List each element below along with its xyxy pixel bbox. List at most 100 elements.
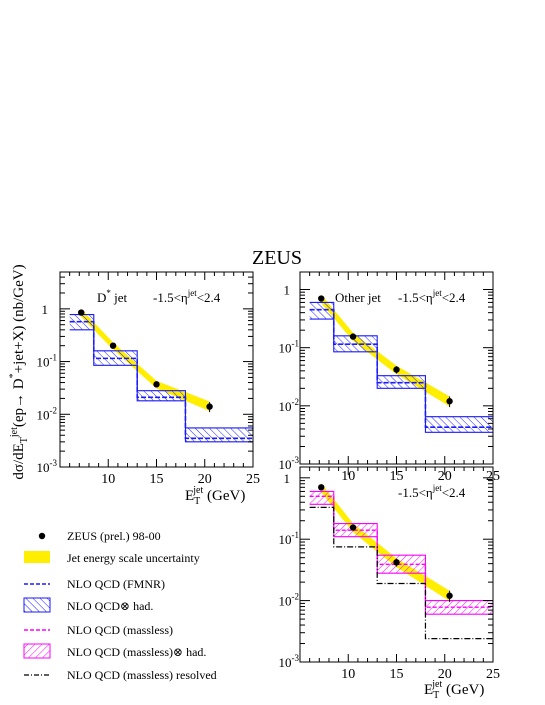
y-tick-label: 10-3 [279,653,300,670]
x-tick-label: 20 [438,469,452,484]
fmnr-line [69,320,253,440]
eta-range-label: -1.5<ηjet<2.4 [398,288,466,305]
legend-swatch-jes [24,551,50,563]
x-tick-label: 25 [486,667,500,682]
y-tick-label: 10-3 [279,455,300,472]
y-tick-label-base: 10 [37,460,50,475]
y-tick-label-base: 10 [279,532,292,547]
panel-jet-label-sup: * [106,288,111,298]
x-axis-label-part: E [185,488,194,504]
data-point [318,295,325,302]
data-point [109,342,117,349]
x-axis-label-sub: T [194,496,200,507]
y-tick-label-base: 10 [37,355,50,370]
data-point [446,592,453,599]
data-point [153,381,160,388]
jes-uncertainty-band [81,308,210,412]
fmnr-had-band-bin [93,350,138,366]
eta-range-post: <2.4 [442,485,466,500]
eta-range-sup: jet [187,288,197,298]
legend-label-massless-had: NLO QCD (massless)⊗ had. [67,645,206,659]
y-tick-label: 1 [284,283,291,298]
panel-jet-label-tail: jet [111,290,128,305]
y-axis-label: dσ/dETjet(ep→ D*+jet+X) (nb/GeV) [8,264,30,479]
x-tick-label: 10 [341,667,355,682]
x-tick-label: 25 [246,472,260,487]
y-tick-label: 1 [284,471,291,486]
y-axis-label-sup: * [8,373,19,378]
y-tick-label-base: 10 [279,341,292,356]
y-tick-label: 10-1 [37,353,58,370]
panel-jet-label: D* jet [97,288,128,305]
y-tick-label-base: 10 [279,399,292,414]
x-axis-label-sup: jet [192,485,203,496]
x-tick-label: 10 [341,469,355,484]
data-point [393,559,400,566]
eta-range-pre: -1.5<η [153,290,188,305]
panel-jet-label-main: Other jet [335,290,381,305]
x-axis-label-part: E [424,682,433,698]
y-axis-label-sup: jet [9,427,20,438]
x-tick-label: 10 [101,472,115,487]
y-axis-label-part: +jet+X) (nb/GeV) [11,264,27,373]
data-point [349,333,357,340]
legend-label-data: ZEUS (prel.) 98-00 [67,529,161,543]
x-axis-label-part: (GeV) [203,488,245,504]
y-tick-label-base: 10 [279,594,292,609]
data-point [78,309,85,316]
y-tick-label-exponent: -3 [50,458,58,468]
y-tick-label-exponent: -1 [292,339,300,349]
y-tick-label-base: 10 [37,407,50,422]
y-tick-label-base: 1 [42,302,49,317]
x-axis-label-left: ETjet (GeV) [185,485,245,507]
eta-range-post: <2.4 [197,290,221,305]
eta-range-pre: -1.5<η [398,485,433,500]
legend-label-jes: Jet energy scale uncertainty [67,551,200,565]
x-axis-label-sup: jet [431,679,442,690]
y-tick-label-exponent: -2 [292,397,300,407]
legend-label-massless: NLO QCD (massless) [67,623,173,637]
legend-label-fmnr-had-text: NLO QCD [67,599,120,613]
legend-swatch-fmnr-had [23,597,51,613]
figure-title: ZEUS [252,247,302,269]
x-tick-label: 15 [390,667,404,682]
legend: ZEUS (prel.) 98-00 Jet energy scale unce… [23,529,217,682]
massless-had-band-bin [309,491,334,505]
y-tick-label-exponent: -3 [292,455,300,465]
data-point [446,398,453,405]
y-tick-label-exponent: -1 [292,530,300,540]
x-tick-label: 20 [198,472,212,487]
y-axis-label-part: dσ/dE [11,443,27,479]
fmnr-had-band-bin [425,416,493,433]
otimes-symbol: ⊗ [120,599,130,613]
legend-label-massless-had-suffix: had. [183,645,206,659]
resolved-line [309,506,493,640]
y-tick-label: 10-2 [279,397,300,414]
y-tick-label-exponent: -2 [50,405,58,415]
y-axis-label-part: (ep→ D [11,378,27,427]
fmnr-line [309,308,493,428]
y-tick-label-exponent: -3 [292,653,300,663]
eta-range-pre: -1.5<η [398,290,433,305]
eta-range-sup: jet [432,483,442,493]
eta-range-label: -1.5<ηjet<2.4 [398,483,466,500]
fmnr-had-band-bin [137,390,186,401]
x-tick-label: 15 [150,472,164,487]
y-tick-label-base: 1 [284,471,291,486]
y-tick-label: 10-1 [279,339,300,356]
data-point [349,524,357,531]
fmnr-had-band-bin [69,314,94,330]
y-tick-label: 10-2 [37,405,58,422]
x-axis-label-part: (GeV) [442,682,484,698]
massless-line [309,495,493,608]
legend-marker-data [38,532,46,540]
x-axis-label-sub: T [433,690,439,701]
eta-range-sup: jet [432,288,442,298]
panel-jet-label: Other jet [335,290,381,305]
y-tick-label: 1 [42,302,49,317]
y-tick-label-exponent: -2 [292,592,300,602]
